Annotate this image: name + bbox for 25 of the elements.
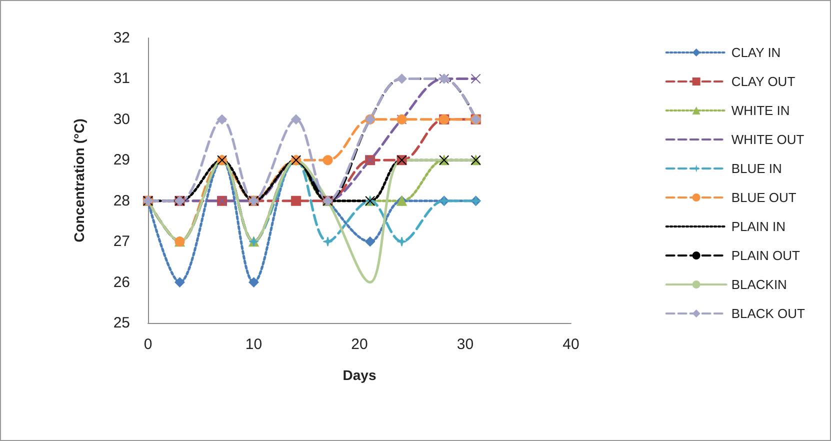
x-tick-label: 20 bbox=[351, 336, 368, 353]
y-tick-label: 31 bbox=[113, 70, 130, 88]
x-axis-title: Days bbox=[342, 367, 376, 383]
legend-label: WHITE OUT bbox=[731, 132, 804, 147]
y-tick-label: 30 bbox=[113, 110, 130, 128]
x-tick-label: 40 bbox=[562, 336, 580, 353]
legend-label: PLAIN IN bbox=[731, 219, 786, 234]
x-tick-label: 30 bbox=[456, 336, 474, 353]
y-tick-label: 32 bbox=[113, 30, 130, 46]
x-tick-label: 0 bbox=[144, 336, 152, 353]
y-tick-label: 27 bbox=[113, 233, 130, 250]
legend-label: WHITE IN bbox=[731, 103, 790, 118]
legend-label: BLUE OUT bbox=[731, 190, 796, 205]
legend-label: BLACK OUT bbox=[731, 306, 806, 321]
y-tick-label: 29 bbox=[113, 152, 130, 169]
legend-label: BLUE IN bbox=[731, 161, 782, 176]
y-axis-title: Concentration (°C) bbox=[71, 118, 87, 242]
y-tick-label: 25 bbox=[113, 314, 130, 332]
y-tick-label: 28 bbox=[113, 192, 130, 210]
legend-label: CLAY IN bbox=[731, 45, 781, 60]
legend-label: PLAIN OUT bbox=[731, 248, 800, 263]
y-tick-label: 26 bbox=[113, 274, 130, 291]
legend-label: CLAY OUT bbox=[731, 74, 796, 89]
x-tick-label: 10 bbox=[245, 336, 262, 353]
legend-label: BLACKIN bbox=[731, 277, 787, 292]
